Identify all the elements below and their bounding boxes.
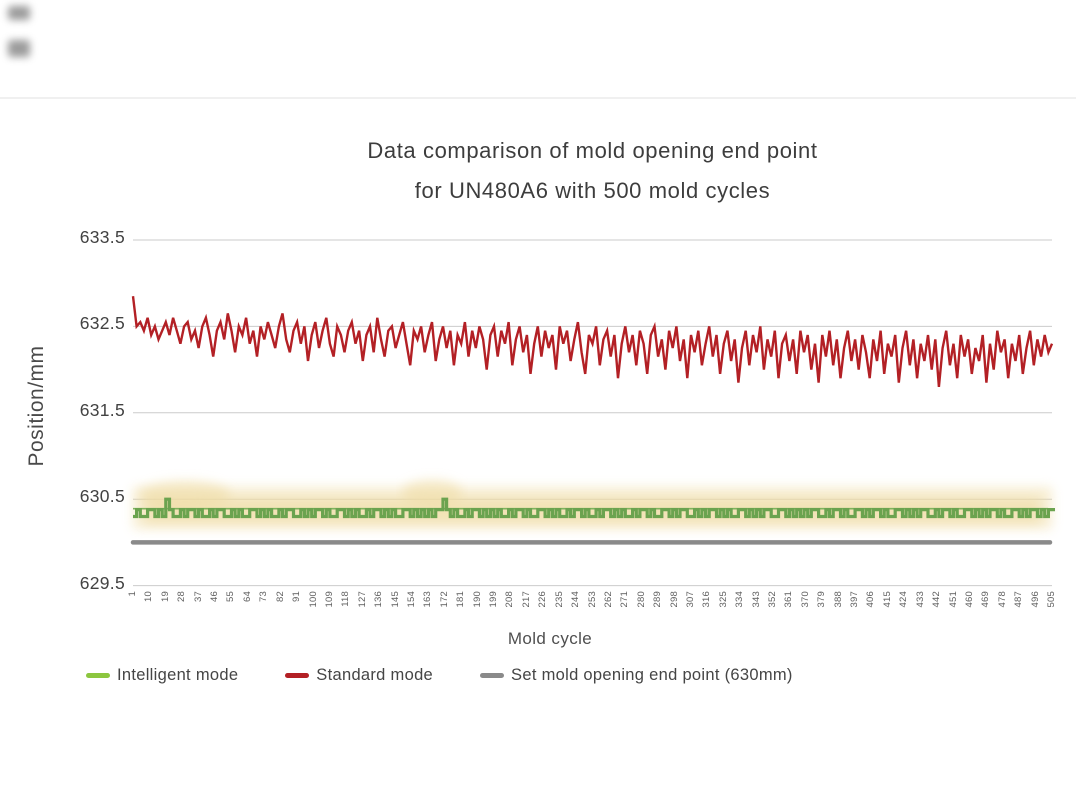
x-tick-label-451: 451	[947, 591, 959, 608]
x-tick-label-136: 136	[373, 591, 385, 608]
y-tick-label-629.5: 629.5	[79, 572, 125, 593]
x-tick-label-406: 406	[865, 591, 877, 608]
y-tick-label-632.5: 632.5	[79, 313, 125, 334]
x-tick-label-64: 64	[241, 591, 253, 602]
x-tick-label-388: 388	[832, 591, 844, 608]
x-tick-label-154: 154	[405, 591, 417, 608]
x-tick-label-145: 145	[389, 591, 401, 608]
legend-item-standard-mode: Standard mode	[285, 666, 433, 685]
chart-title-line2: for UN480A6 with 500 mold cycles	[414, 178, 771, 203]
x-tick-label-1: 1	[127, 591, 138, 597]
legend-swatch-icon	[86, 673, 110, 678]
x-tick-label-460: 460	[963, 591, 975, 608]
legend-item-intelligent-mode: Intelligent mode	[86, 666, 238, 685]
x-tick-label-82: 82	[274, 591, 286, 602]
x-tick-label-127: 127	[356, 591, 368, 608]
x-tick-label-379: 379	[816, 591, 828, 608]
x-tick-label-37: 37	[192, 591, 204, 602]
x-tick-label-10: 10	[143, 591, 155, 602]
x-tick-label-370: 370	[799, 591, 811, 608]
x-tick-label-217: 217	[520, 591, 532, 608]
x-tick-label-118: 118	[340, 591, 352, 607]
legend-swatch-icon	[285, 673, 310, 678]
chart-legend: Intelligent mode Standard mode Set mold op…	[86, 666, 793, 685]
x-tick-label-415: 415	[881, 591, 893, 608]
x-tick-label-316: 316	[701, 591, 713, 608]
x-tick-label-28: 28	[176, 591, 188, 602]
standard-mode-line	[131, 296, 1054, 388]
data-series	[130, 296, 1055, 545]
legend-item-set-mold: Set mold opening end point (630mm)	[480, 666, 793, 685]
x-tick-label-208: 208	[504, 591, 516, 608]
legend-label: Standard mode	[316, 666, 434, 684]
x-tick-label-343: 343	[750, 591, 762, 608]
x-tick-label-73: 73	[258, 591, 270, 602]
y-tick-label-631.5: 631.5	[79, 399, 125, 420]
x-tick-label-298: 298	[668, 591, 680, 608]
gridlines	[133, 239, 1052, 587]
legend-label: Intelligent mode	[117, 666, 239, 684]
x-tick-label-334: 334	[734, 591, 746, 608]
chart-title-line1: Data comparison of mold opening end poin…	[367, 138, 818, 163]
header-divider	[0, 97, 1076, 99]
x-tick-label-235: 235	[553, 591, 565, 608]
x-tick-label-253: 253	[586, 591, 598, 608]
y-tick-label-633.5: 633.5	[79, 227, 125, 247]
x-tick-label-46: 46	[209, 591, 221, 602]
x-tick-label-325: 325	[717, 591, 729, 608]
blurred-logo-mark-1	[8, 6, 30, 20]
x-tick-label-433: 433	[914, 591, 926, 608]
highlight-glow-band	[133, 480, 1052, 529]
x-tick-label-352: 352	[767, 591, 779, 608]
x-tick-label-478: 478	[996, 591, 1008, 608]
glow-blob-2	[402, 480, 462, 506]
x-tick-label-109: 109	[323, 591, 335, 608]
blurred-logo-mark-2	[8, 40, 30, 57]
x-tick-label-172: 172	[438, 591, 450, 608]
x-tick-label-19: 19	[159, 591, 171, 602]
x-tick-label-280: 280	[635, 591, 647, 608]
x-axis-title: Mold cycle	[507, 629, 593, 648]
x-tick-label-226: 226	[537, 591, 549, 608]
x-tick-label-262: 262	[602, 591, 614, 608]
chart-title: Data comparison of mold opening end poin…	[133, 131, 1052, 211]
x-tick-label-505: 505	[1046, 591, 1057, 608]
x-tick-label-199: 199	[488, 591, 500, 608]
x-tick-label-469: 469	[980, 591, 992, 608]
x-tick-label-424: 424	[898, 591, 910, 608]
x-tick-label-91: 91	[291, 591, 303, 602]
legend-label: Set mold opening end point (630mm)	[511, 666, 793, 684]
x-tick-label-442: 442	[931, 591, 943, 608]
x-tick-label-496: 496	[1029, 591, 1041, 608]
x-tick-label-55: 55	[225, 591, 237, 602]
x-tick-label-397: 397	[849, 591, 861, 608]
x-tick-label-361: 361	[783, 591, 795, 608]
x-tick-label-487: 487	[1013, 591, 1025, 608]
x-tick-label-271: 271	[619, 591, 631, 608]
glow-blob-1	[140, 481, 230, 509]
x-tick-label-181: 181	[455, 591, 467, 608]
x-tick-label-307: 307	[684, 591, 696, 608]
legend-swatch-icon	[480, 673, 505, 678]
intelligent-mode-line	[133, 497, 1055, 519]
x-tick-label-244: 244	[570, 591, 582, 608]
x-tick-label-163: 163	[422, 591, 434, 608]
x-tick-label-190: 190	[471, 591, 483, 608]
x-tick-label-100: 100	[307, 591, 319, 608]
y-tick-label-630.5: 630.5	[79, 486, 125, 507]
x-tick-label-289: 289	[652, 591, 664, 608]
